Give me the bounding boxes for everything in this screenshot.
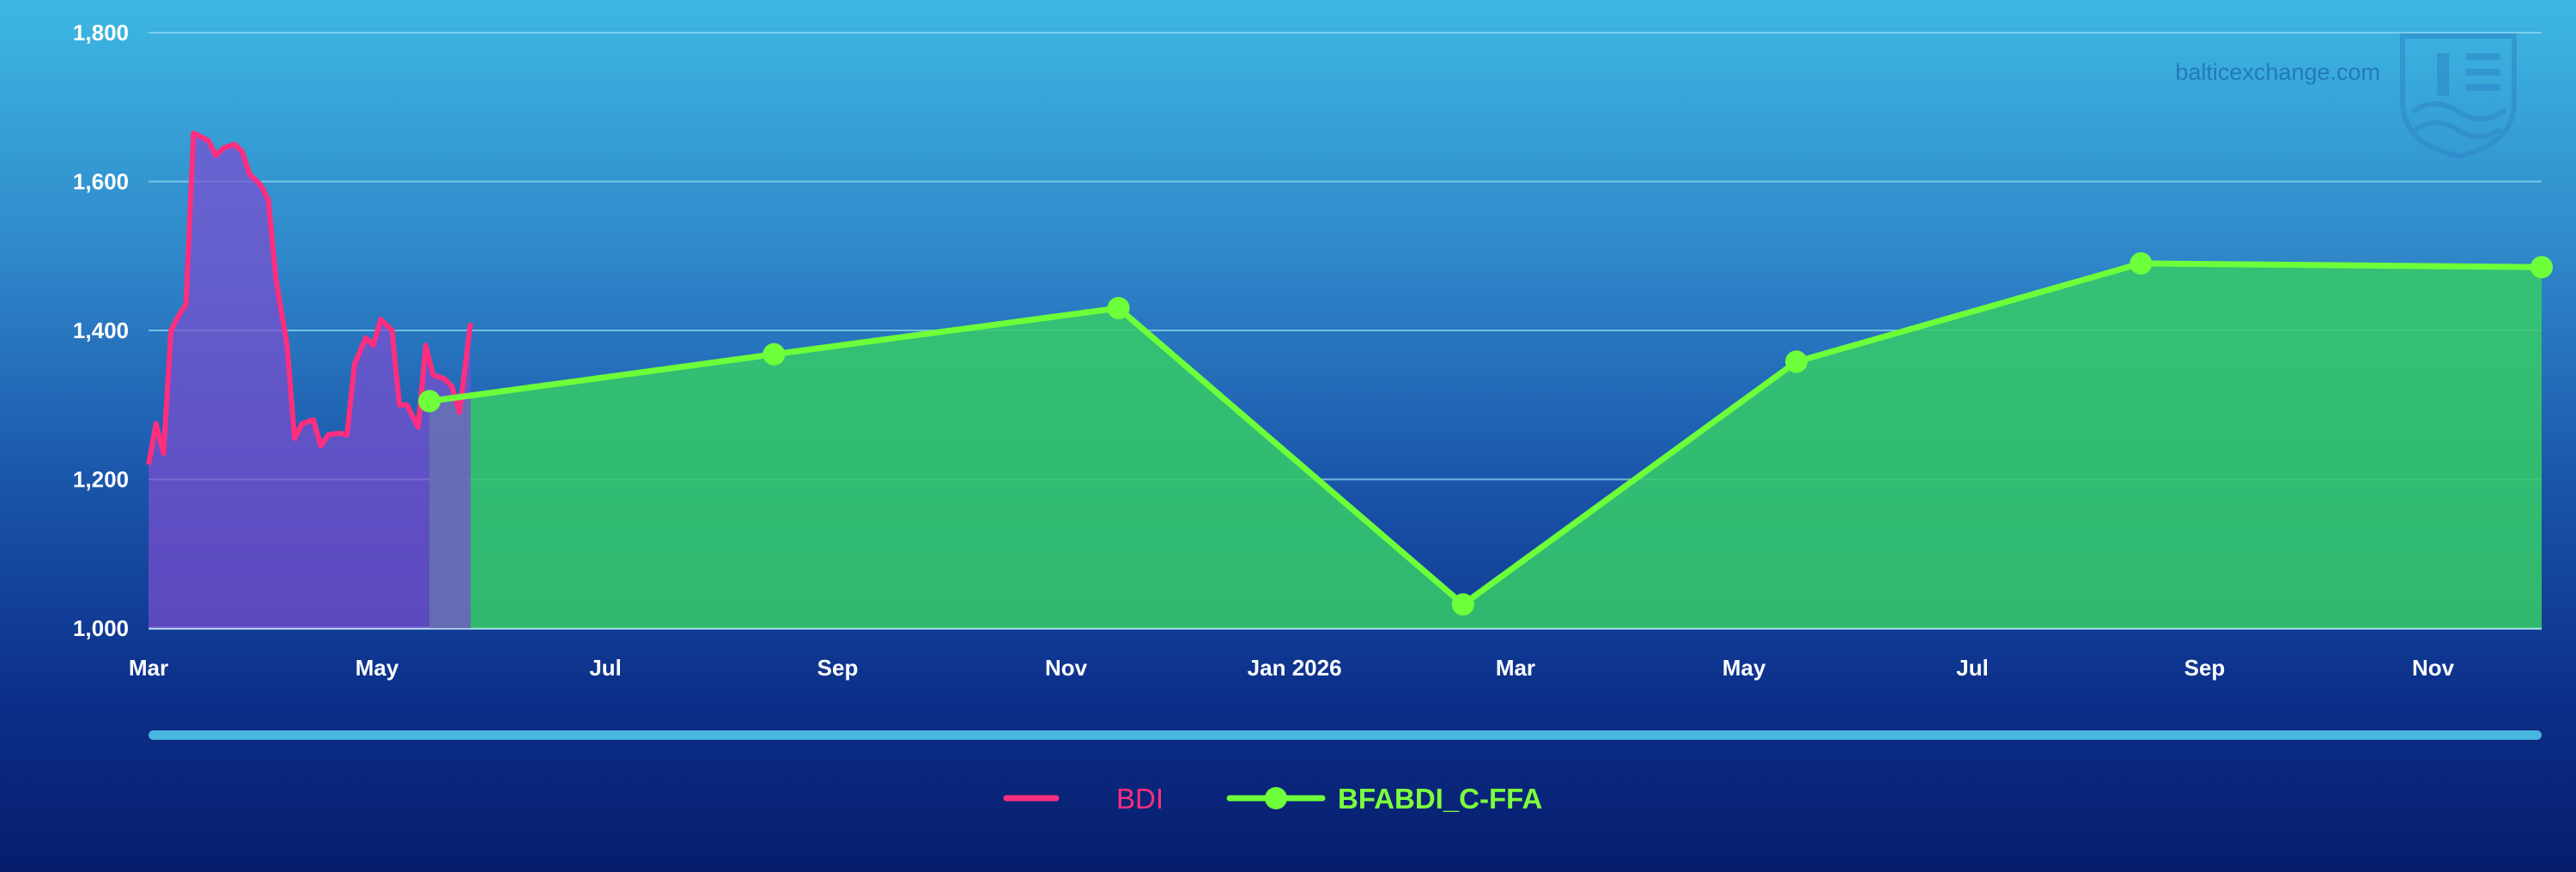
x-axis: Mar May Jul Sep Nov Jan 2026 Mar May Jul Sep Nov — [129, 655, 2455, 681]
x-tick-label: Sep — [817, 655, 859, 681]
chart-scrollbar[interactable] — [149, 730, 2542, 740]
bdi-legend-label: BDI — [1116, 783, 1163, 814]
y-tick-label: 1,400 — [73, 318, 129, 343]
legend-item-bdi[interactable]: BDI — [1003, 783, 1163, 814]
y-tick-label: 1,200 — [73, 467, 129, 493]
bdi-area — [149, 133, 471, 629]
ffa-legend-label: BFABDI_C-FFA — [1338, 783, 1542, 814]
baltic-exchange-shield-icon — [2400, 33, 2517, 160]
x-tick-label: Mar — [129, 655, 168, 681]
ffa-point — [762, 342, 786, 366]
ffa-point — [1785, 350, 1808, 373]
ffa-area — [429, 263, 2542, 628]
x-tick-label: Mar — [1496, 655, 1535, 681]
ffa-point — [1107, 296, 1130, 319]
ffa-point — [2530, 256, 2553, 279]
x-tick-label: Sep — [2184, 655, 2226, 681]
y-tick-label: 1,800 — [73, 20, 129, 45]
x-tick-label: Nov — [1045, 655, 1088, 681]
bdi-line — [146, 130, 474, 465]
ffa-legend-marker — [1265, 787, 1287, 809]
x-tick-label: May — [355, 655, 399, 681]
ffa-point — [2129, 251, 2153, 275]
y-axis: 1,000 1,200 1,400 1,600 1,800 — [73, 20, 129, 641]
ffa-point — [418, 390, 441, 413]
watermark-text: balticexchange.com — [2175, 59, 2380, 85]
y-tick-label: 1,600 — [73, 169, 129, 195]
series-lines — [146, 130, 2553, 616]
x-tick-label: May — [1722, 655, 1766, 681]
x-tick-label: Jul — [589, 655, 622, 681]
y-tick-label: 1,000 — [73, 615, 129, 641]
series-areas — [149, 133, 2542, 629]
ffa-point — [1451, 593, 1474, 616]
x-tick-label: Nov — [2412, 655, 2455, 681]
x-tick-label: Jan 2026 — [1248, 655, 1342, 681]
legend-item-ffa[interactable]: BFABDI_C-FFA — [1226, 783, 1542, 814]
x-tick-label: Jul — [1956, 655, 1989, 681]
